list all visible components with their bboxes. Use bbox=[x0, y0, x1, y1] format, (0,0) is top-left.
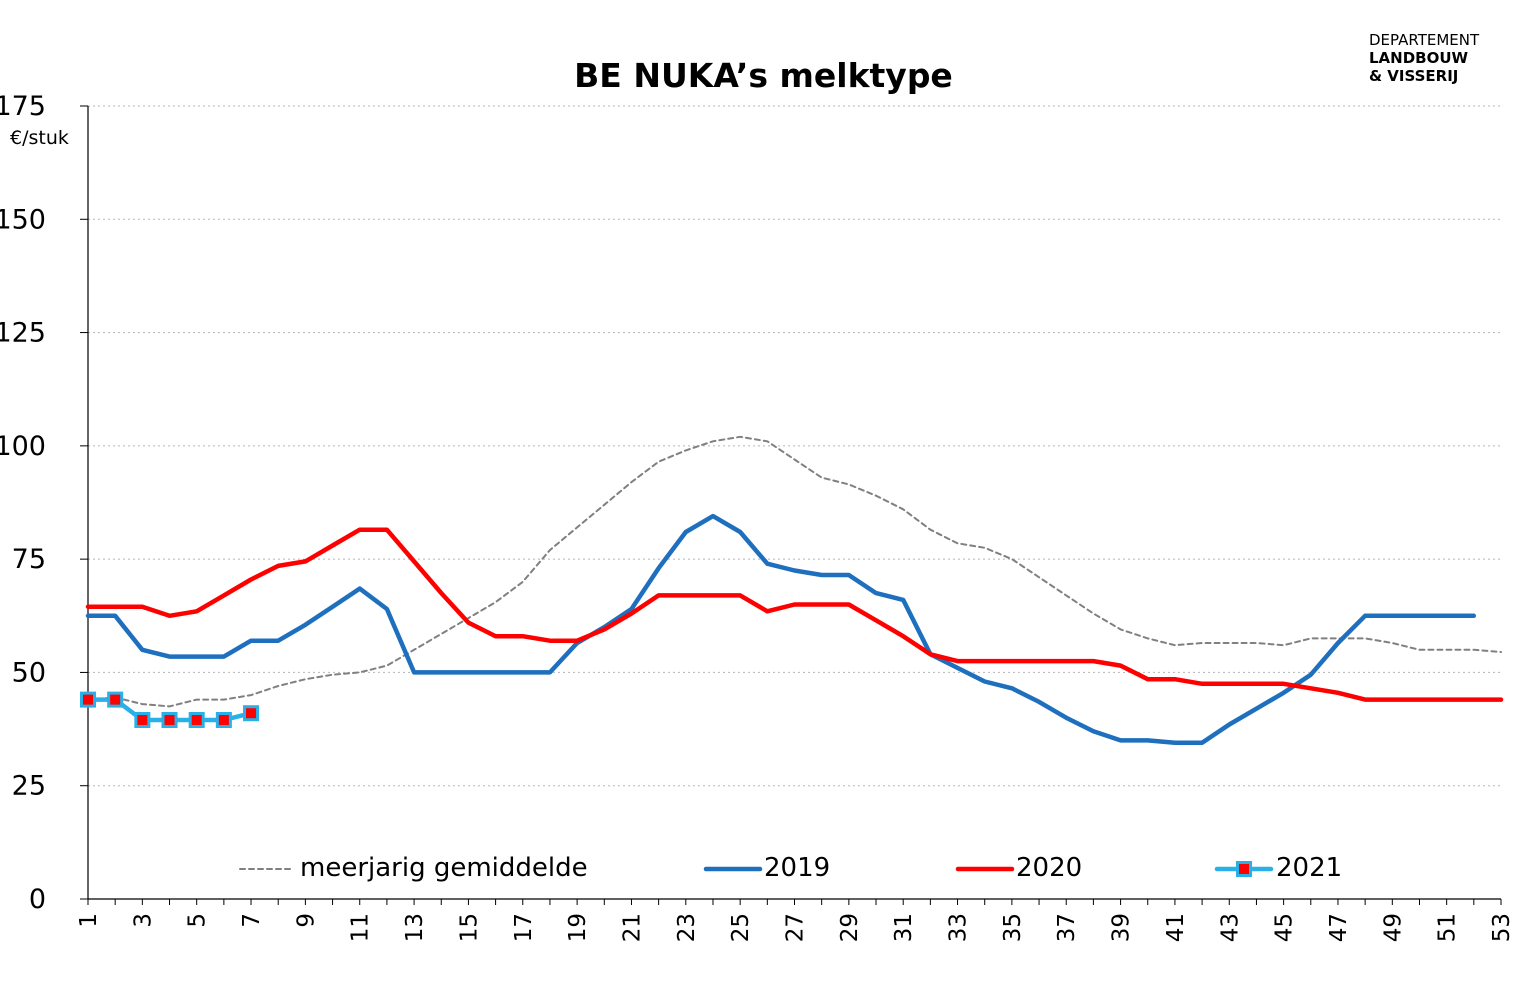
x-tick-label: 41 bbox=[1163, 913, 1189, 942]
logo-line-3: & VISSERIJ bbox=[1369, 67, 1459, 85]
x-tick-label: 51 bbox=[1435, 913, 1461, 942]
data-point-marker bbox=[161, 712, 178, 729]
y-tick-label: 25 bbox=[12, 771, 46, 802]
x-tick-label: 27 bbox=[783, 913, 809, 942]
series-line-meerjarig-gemiddelde bbox=[87, 435, 1502, 708]
data-point-marker bbox=[134, 712, 151, 729]
x-tick-label: 53 bbox=[1489, 913, 1515, 942]
x-tick-label: 21 bbox=[619, 913, 645, 942]
y-tick-label: 150 bbox=[0, 204, 46, 235]
x-tick-label: 15 bbox=[456, 913, 482, 942]
x-tick-label: 23 bbox=[674, 913, 700, 942]
y-axis-unit-label: €/stuk bbox=[10, 127, 69, 149]
series-line-2019 bbox=[85, 513, 1477, 745]
x-tick-label: 29 bbox=[837, 913, 863, 942]
x-tick-label: 45 bbox=[1272, 913, 1298, 942]
series-line-2020 bbox=[85, 527, 1504, 702]
y-tick-label: 75 bbox=[12, 544, 46, 575]
x-tick-label: 31 bbox=[891, 913, 917, 942]
x-tick-label: 35 bbox=[1000, 913, 1026, 942]
x-tick-label: 37 bbox=[1054, 913, 1080, 942]
legend-label: 2020 bbox=[1016, 853, 1083, 883]
y-tick-label: 100 bbox=[0, 431, 46, 462]
y-tick-label: 175 bbox=[0, 91, 46, 122]
legend-label: 2021 bbox=[1276, 853, 1343, 883]
x-tick-label: 25 bbox=[728, 913, 754, 942]
x-tick-label: 11 bbox=[348, 913, 374, 942]
data-point-marker bbox=[107, 691, 124, 708]
legend bbox=[239, 861, 1274, 877]
series-lines bbox=[80, 435, 1504, 745]
chart-title: BE NUKA’s melktype bbox=[574, 56, 953, 95]
logo-line-2: LANDBOUW bbox=[1369, 49, 1469, 67]
data-point-marker bbox=[80, 691, 96, 708]
x-tick-label: 33 bbox=[946, 913, 972, 942]
x-tick-label: 19 bbox=[565, 913, 591, 942]
x-tick-label: 17 bbox=[511, 913, 537, 942]
x-tick-label: 1 bbox=[76, 913, 102, 928]
data-point-marker bbox=[188, 712, 205, 729]
x-tick-label: 9 bbox=[293, 913, 319, 928]
legend-label: 2019 bbox=[764, 853, 831, 883]
data-point-marker bbox=[243, 705, 260, 722]
logo-line-1: DEPARTEMENT bbox=[1369, 31, 1480, 49]
x-tick-label: 43 bbox=[1217, 913, 1243, 942]
x-tick-label: 5 bbox=[185, 913, 211, 928]
y-tick-label: 50 bbox=[12, 657, 46, 688]
x-tick-label: 47 bbox=[1326, 913, 1352, 942]
y-tick-labels: 0 25 50 75 100 125 150 175 bbox=[0, 91, 46, 915]
department-logo: DEPARTEMENT LANDBOUW & VISSERIJ bbox=[1369, 31, 1479, 85]
y-tick-label: 0 bbox=[29, 884, 46, 915]
legend-marker bbox=[1236, 861, 1252, 877]
x-tick-label: 39 bbox=[1109, 913, 1135, 942]
x-tick-label: 13 bbox=[402, 913, 428, 942]
x-tick-label: 7 bbox=[239, 913, 265, 928]
x-tick-label: 49 bbox=[1380, 913, 1406, 942]
axes bbox=[80, 105, 1502, 905]
x-tick-labels: 1 3 5 7 9 11 13 15 17 19 21 23 25 27 29 31 33 35 37 39 41 43 4… bbox=[76, 913, 1515, 942]
legend-label: meerjarig gemiddelde bbox=[300, 853, 588, 883]
data-point-marker bbox=[215, 712, 232, 729]
x-tick-label: 3 bbox=[130, 913, 156, 928]
y-tick-label: 125 bbox=[0, 318, 46, 349]
gridlines bbox=[88, 105, 1501, 787]
